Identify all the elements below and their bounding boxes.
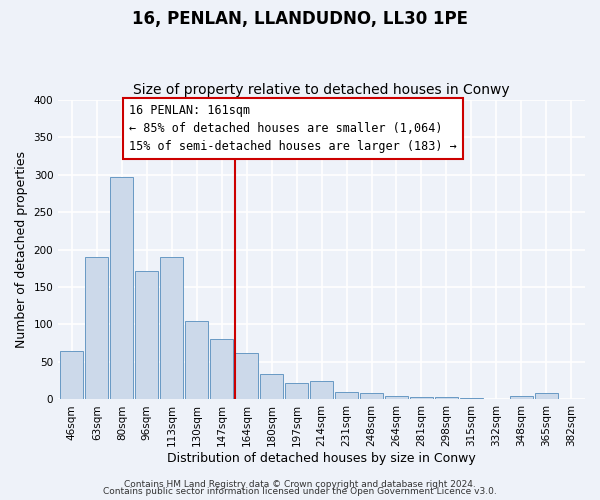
Bar bbox=[310, 380, 333, 400]
Bar bbox=[235, 353, 258, 400]
Bar bbox=[136, 271, 158, 400]
Text: 16 PENLAN: 161sqm
← 85% of detached houses are smaller (1,064)
15% of semi-detac: 16 PENLAN: 161sqm ← 85% of detached hous… bbox=[129, 104, 457, 153]
X-axis label: Distribution of detached houses by size in Conwy: Distribution of detached houses by size … bbox=[167, 452, 476, 465]
Title: Size of property relative to detached houses in Conwy: Size of property relative to detached ho… bbox=[133, 83, 510, 97]
Bar bbox=[410, 397, 433, 400]
Bar bbox=[460, 398, 483, 400]
Text: Contains HM Land Registry data © Crown copyright and database right 2024.: Contains HM Land Registry data © Crown c… bbox=[124, 480, 476, 489]
Bar bbox=[385, 396, 408, 400]
Bar bbox=[435, 397, 458, 400]
Bar bbox=[85, 257, 109, 400]
Bar bbox=[210, 340, 233, 400]
Bar bbox=[360, 392, 383, 400]
Y-axis label: Number of detached properties: Number of detached properties bbox=[15, 151, 28, 348]
Bar bbox=[160, 257, 183, 400]
Bar bbox=[260, 374, 283, 400]
Text: 16, PENLAN, LLANDUDNO, LL30 1PE: 16, PENLAN, LLANDUDNO, LL30 1PE bbox=[132, 10, 468, 28]
Bar bbox=[510, 396, 533, 400]
Bar bbox=[285, 383, 308, 400]
Bar bbox=[335, 392, 358, 400]
Text: Contains public sector information licensed under the Open Government Licence v3: Contains public sector information licen… bbox=[103, 487, 497, 496]
Bar bbox=[535, 394, 558, 400]
Bar bbox=[61, 350, 83, 400]
Bar bbox=[185, 320, 208, 400]
Bar bbox=[110, 177, 133, 400]
